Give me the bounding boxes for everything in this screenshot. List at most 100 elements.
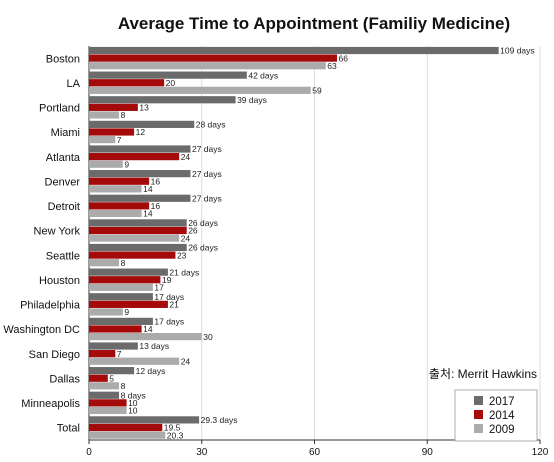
source-note: 출처: Merrit Hawkins xyxy=(429,367,537,381)
bar-2014 xyxy=(89,399,127,407)
data-label: 17 days xyxy=(154,317,184,327)
bar-2017 xyxy=(89,391,120,399)
legend-swatch xyxy=(474,424,483,433)
chart-title: Average Time to Appointment (Familiy Med… xyxy=(118,14,510,33)
bar-2014 xyxy=(89,325,142,333)
bar-2014 xyxy=(89,350,116,358)
legend-label: 2017 xyxy=(489,396,515,408)
bar-2014 xyxy=(89,251,176,259)
legend-swatch xyxy=(474,396,483,405)
data-label: 16 xyxy=(151,201,161,211)
data-labels: 109 days 42 days 39 days 28 days 27 days 27 d… xyxy=(109,46,534,441)
data-label: 59 xyxy=(312,86,322,96)
category-label: Philadelphia xyxy=(20,300,81,312)
bar-2017 xyxy=(89,293,153,301)
data-label: 109 days xyxy=(500,46,535,56)
bar-2014 xyxy=(89,128,135,136)
data-label: 17 xyxy=(154,283,164,293)
data-label: 10 xyxy=(128,406,138,416)
data-label: 30 xyxy=(203,332,213,342)
category-label: Dallas xyxy=(49,373,80,385)
legend-label: 2014 xyxy=(489,410,515,422)
data-label: 27 days xyxy=(192,193,222,203)
data-label: 29.3 days xyxy=(201,415,238,425)
data-label: 8 xyxy=(121,110,126,120)
data-label: 20.3 xyxy=(167,430,184,440)
bar-2014 xyxy=(89,226,187,235)
data-label: 12 days xyxy=(136,366,166,376)
data-label: 8 xyxy=(121,381,126,391)
data-label: 21 xyxy=(169,300,179,310)
bar-2009 xyxy=(89,160,123,168)
bar-2014 xyxy=(89,300,168,308)
x-tick-label: 90 xyxy=(422,447,434,458)
category-label: Boston xyxy=(46,53,80,65)
data-label: 24 xyxy=(181,356,191,366)
data-label: 42 days xyxy=(248,70,278,80)
category-label: Total xyxy=(57,423,80,435)
bar-2009 xyxy=(89,357,180,365)
data-label: 14 xyxy=(143,209,153,219)
data-label: 13 xyxy=(139,103,149,113)
bar-2014 xyxy=(89,276,161,284)
bar-2014 xyxy=(89,153,180,161)
bar-2014 xyxy=(89,177,150,185)
x-tick-labels: 0 30 60 90 120 xyxy=(86,440,549,458)
bar-2009 xyxy=(89,209,142,218)
bar-2017 xyxy=(89,243,187,252)
data-label: 7 xyxy=(117,135,122,145)
category-label: Denver xyxy=(45,176,81,188)
bar-2009 xyxy=(89,308,123,316)
data-label: 26 days xyxy=(188,218,218,228)
data-label: 27 days xyxy=(192,144,222,154)
category-label: Minneapolis xyxy=(21,398,80,410)
bar-2017 xyxy=(89,145,191,153)
data-label: 24 xyxy=(181,152,191,162)
bar-2009 xyxy=(89,382,120,390)
bar-2009 xyxy=(89,185,142,193)
data-label: 12 xyxy=(136,127,146,137)
category-label: Seattle xyxy=(46,250,80,262)
data-label: 23 xyxy=(177,250,187,260)
data-label: 8 days xyxy=(121,390,146,400)
legend: 2017 2014 2009 xyxy=(454,389,538,442)
bar-2017 xyxy=(89,219,187,227)
category-label: New York xyxy=(34,226,81,238)
x-tick-label: 0 xyxy=(86,447,92,458)
category-label: Portland xyxy=(39,103,80,115)
data-label: 24 xyxy=(181,233,191,243)
data-label: 10 xyxy=(128,398,138,408)
bar-2009 xyxy=(89,234,180,242)
data-label: 21 days xyxy=(169,267,199,277)
bar-2017 xyxy=(89,342,138,350)
data-label: 13 days xyxy=(139,341,169,351)
data-label: 66 xyxy=(339,53,349,63)
category-label: Atlanta xyxy=(46,152,81,164)
data-label: 16 xyxy=(151,176,161,186)
x-tick-label: 60 xyxy=(309,447,321,458)
data-label: 17 days xyxy=(154,292,184,302)
bar-2017 xyxy=(89,170,191,178)
data-label: 7 xyxy=(117,349,122,359)
bar-2014 xyxy=(89,202,150,210)
bar-2009 xyxy=(89,332,202,341)
bar-2009 xyxy=(89,111,120,119)
bar-2009 xyxy=(89,135,116,144)
data-label: 20 xyxy=(166,78,176,88)
data-label: 63 xyxy=(327,61,337,71)
bar-2009 xyxy=(89,86,311,94)
bar-2017 xyxy=(89,46,499,55)
data-label: 19.5 xyxy=(164,423,181,433)
bar-2017 xyxy=(89,268,168,276)
bar-2017 xyxy=(89,194,191,202)
data-label: 28 days xyxy=(196,120,226,130)
data-label: 14 xyxy=(143,184,153,194)
bar-2017 xyxy=(89,416,200,424)
bar-series xyxy=(89,46,499,439)
data-label: 39 days xyxy=(237,95,267,105)
category-label: Washington DC xyxy=(3,324,80,336)
bar-2014 xyxy=(89,79,165,87)
data-label: 9 xyxy=(124,307,129,317)
bar-2009 xyxy=(89,62,326,70)
x-tick-label: 120 xyxy=(532,447,549,458)
